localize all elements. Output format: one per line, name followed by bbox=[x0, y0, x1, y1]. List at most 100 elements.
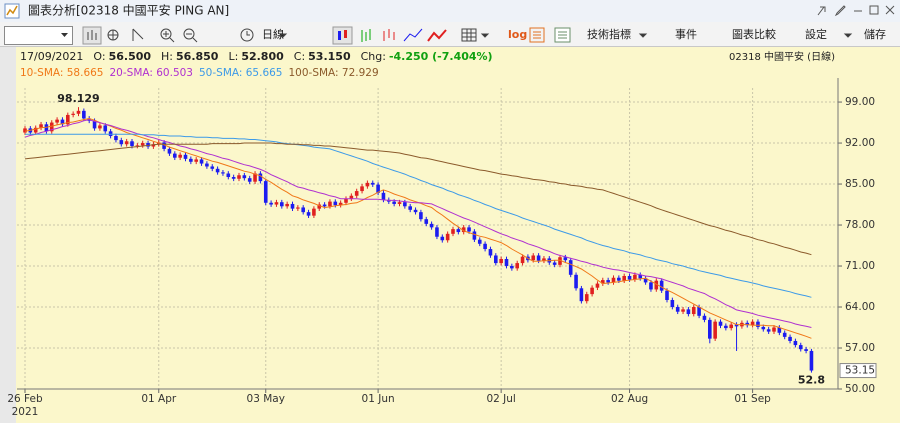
candle-body bbox=[601, 280, 605, 284]
y-tick-label: 50.00 bbox=[845, 383, 875, 395]
candle-body bbox=[103, 125, 108, 132]
chart-background bbox=[0, 47, 900, 423]
last-price-box bbox=[839, 363, 877, 379]
period-button[interactable]: 日線 bbox=[262, 27, 284, 41]
candle-body bbox=[274, 202, 279, 205]
candle-body bbox=[221, 172, 225, 174]
legend-entry: 100-SMA: 72.929 bbox=[289, 67, 379, 79]
candle-body bbox=[210, 166, 215, 169]
low-label: 52.8 bbox=[798, 374, 825, 387]
candle-body bbox=[140, 143, 145, 146]
candle-body bbox=[119, 140, 124, 145]
candle-body bbox=[515, 263, 519, 269]
y-tick-label: 64.00 bbox=[845, 301, 875, 313]
candle-body bbox=[724, 325, 728, 329]
candle-body bbox=[772, 327, 776, 332]
plot: 99.00 92.00 85.00 78.00 71.00 64.00 57.00 50.00… bbox=[7, 78, 877, 418]
candle-body bbox=[338, 202, 343, 206]
candle-body bbox=[258, 173, 263, 182]
candle-body bbox=[33, 127, 38, 133]
toolbar-icons[interactable] bbox=[82, 26, 853, 45]
candle-body bbox=[552, 262, 557, 265]
candle-body bbox=[269, 202, 273, 205]
candle-body bbox=[467, 227, 471, 232]
save-button[interactable]: 儲存 bbox=[864, 27, 886, 41]
log-button[interactable]: log bbox=[508, 28, 527, 41]
candle-body bbox=[536, 255, 541, 261]
window-title: 圖表分析[02318 中國平安 PING AN] bbox=[28, 3, 229, 18]
header-value: 52.800 bbox=[241, 50, 284, 63]
header-label: O: bbox=[93, 50, 105, 63]
candle-body bbox=[23, 128, 27, 133]
candle-body bbox=[253, 173, 257, 182]
y-tick-label: 92.00 bbox=[845, 137, 875, 149]
legend-entry: 10-SMA: 58.665 bbox=[20, 67, 104, 79]
events-button[interactable]: 事件 bbox=[675, 28, 697, 41]
candle-body bbox=[226, 173, 231, 178]
indicators-button[interactable]: 技術指標 bbox=[587, 27, 631, 41]
toolbar-labels: 日線 log 技術指標 事件 圖表比較 設定 儲存 bbox=[262, 27, 886, 41]
candle-body bbox=[494, 255, 498, 264]
candle-body bbox=[499, 258, 503, 264]
candle-body bbox=[92, 120, 97, 129]
ohlc-header: 17/09/2021 O: 56.500 H: 56.850 L: 52.800 C: 53.1… bbox=[20, 50, 493, 63]
candle-body bbox=[247, 178, 252, 182]
candle-body bbox=[606, 280, 610, 283]
header-label: L: bbox=[228, 50, 238, 63]
window-controls[interactable] bbox=[817, 5, 895, 17]
candle-body bbox=[413, 209, 418, 213]
x-tick-label: 26 Feb bbox=[7, 393, 43, 405]
x-tick-label: 01 Apr bbox=[141, 393, 177, 405]
candle-body bbox=[312, 208, 316, 216]
candle-body bbox=[424, 219, 429, 224]
candle-body bbox=[617, 277, 621, 281]
compare-button[interactable]: 圖表比較 bbox=[732, 27, 776, 41]
last-price-label: 53.15 bbox=[845, 365, 875, 377]
candle-body bbox=[151, 144, 156, 147]
candle-body bbox=[584, 294, 589, 302]
header-value: -4.250 (-7.404%) bbox=[389, 50, 493, 63]
candle-body bbox=[306, 212, 311, 216]
candle-body bbox=[697, 307, 701, 316]
candle-body bbox=[344, 198, 348, 203]
candle-body bbox=[237, 175, 241, 179]
candle-body bbox=[627, 275, 632, 280]
candle-body bbox=[708, 319, 712, 339]
candle-body bbox=[392, 201, 396, 204]
candle-body bbox=[285, 203, 289, 207]
candle-body bbox=[782, 332, 787, 337]
candle-body bbox=[108, 131, 113, 137]
candle-body bbox=[66, 114, 70, 125]
candle-body bbox=[173, 153, 177, 158]
candle-body bbox=[435, 227, 439, 237]
sma-line bbox=[24, 119, 812, 328]
candle-body bbox=[445, 233, 450, 241]
candle-body bbox=[809, 350, 814, 371]
candle-body bbox=[429, 223, 434, 228]
settings-button[interactable]: 設定 bbox=[805, 27, 827, 41]
candle-body bbox=[611, 277, 616, 283]
candle-body bbox=[761, 326, 766, 330]
candle-body bbox=[734, 324, 739, 327]
legend: 10-SMA: 58.665 20-SMA: 60.503 50-SMA: 65.6… bbox=[20, 67, 379, 79]
candle-body bbox=[568, 260, 573, 275]
candle-body bbox=[440, 236, 445, 241]
candle-body bbox=[397, 202, 402, 204]
left-border bbox=[0, 47, 16, 423]
year-label: 2021 bbox=[12, 406, 39, 418]
candle-body bbox=[242, 175, 247, 179]
candle-body bbox=[558, 257, 562, 265]
candle-body bbox=[595, 283, 600, 288]
candle-body bbox=[317, 204, 322, 209]
candle-body bbox=[130, 141, 134, 146]
candle-body bbox=[39, 124, 43, 128]
header-label: C: bbox=[294, 50, 305, 63]
y-tick-label: 71.00 bbox=[845, 260, 875, 272]
header-value: 56.500 bbox=[109, 50, 152, 63]
candle-body bbox=[510, 266, 514, 269]
candle-body bbox=[82, 110, 86, 119]
symbol-input[interactable] bbox=[4, 26, 73, 45]
candle-body bbox=[55, 119, 59, 123]
candle-body bbox=[531, 255, 536, 261]
candle-body bbox=[654, 280, 659, 290]
